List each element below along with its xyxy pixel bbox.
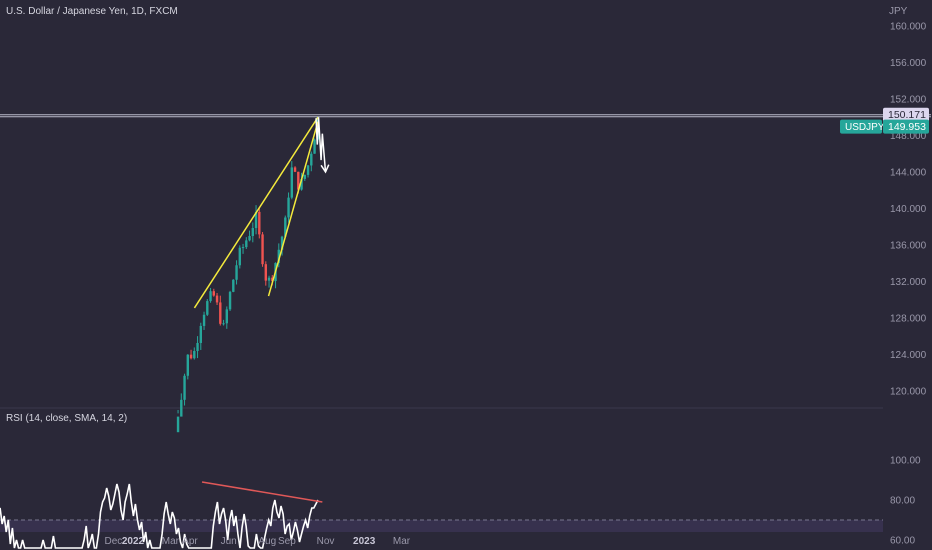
candle-body-5 xyxy=(189,354,193,359)
candle-body-26 xyxy=(258,211,261,235)
high-price-tag xyxy=(883,107,929,122)
axis-currency-unit: JPY xyxy=(889,6,908,17)
candle-body-38 xyxy=(297,171,300,190)
candle-body-22 xyxy=(245,240,248,248)
candle-body-21 xyxy=(241,247,245,249)
candle-body-23 xyxy=(248,236,251,241)
candle-body-11 xyxy=(209,291,212,302)
price-tick-label-6: 136.000 xyxy=(890,241,927,252)
candle-body-25 xyxy=(254,211,258,229)
candle-body-6 xyxy=(193,350,196,359)
projection-arrowhead xyxy=(320,164,330,174)
time-tick-label-5: Aug xyxy=(258,536,276,547)
rsi-indicator-label[interactable]: RSI (14, close, SMA, 14, 2) xyxy=(6,413,128,424)
rsi-line xyxy=(0,483,319,549)
time-tick-label-8: 2023 xyxy=(353,536,376,547)
price-tick-label-7: 132.000 xyxy=(890,277,927,288)
chart-title: U.S. Dollar / Japanese Yen, 1D, FXCM xyxy=(6,6,178,17)
time-tick-label-6: Sep xyxy=(278,536,296,547)
candle-body-19 xyxy=(235,265,238,280)
time-tick-label-9: Mar xyxy=(393,536,411,547)
candle-body-4 xyxy=(186,354,189,376)
candle-body-2 xyxy=(180,399,183,417)
time-tick-label-4: Jun xyxy=(221,536,237,547)
rsi-band xyxy=(0,520,883,532)
price-tick-label-10: 120.000 xyxy=(890,387,927,398)
trendline-upper xyxy=(193,116,319,309)
candle-body-34 xyxy=(284,217,287,237)
candle-body-39 xyxy=(300,178,303,190)
rsi-tick-label-2: 60.00 xyxy=(890,536,915,547)
time-tick-label-2: Mar xyxy=(162,536,180,547)
candle-body-1 xyxy=(176,416,180,433)
rsi-tick-label-1: 80.00 xyxy=(890,496,915,507)
candle-body-33 xyxy=(280,236,284,250)
price-tick-label-5: 140.000 xyxy=(890,204,927,215)
candle-body-15 xyxy=(222,323,225,325)
time-tick-label-0: Dec xyxy=(104,536,122,547)
last-price-tag-label: 149.953 xyxy=(888,121,926,133)
candle-body-30 xyxy=(271,277,274,282)
candle-body-37 xyxy=(293,167,297,172)
candle-body-3 xyxy=(183,375,186,400)
price-tick-label-9: 124.000 xyxy=(890,350,927,361)
candle-body-7 xyxy=(196,342,199,351)
candle-body-16 xyxy=(225,309,228,324)
symbol-tag-label: USDJPY xyxy=(845,122,885,133)
price-tick-label-1: 156.000 xyxy=(890,58,927,69)
candle-body-27 xyxy=(261,234,264,265)
candle-body-43 xyxy=(313,139,316,154)
candle-body-18 xyxy=(232,279,235,292)
candle-body-14 xyxy=(219,302,222,324)
candle-body-12 xyxy=(212,291,215,296)
candle-body-10 xyxy=(206,301,209,315)
price-tick-label-8: 128.000 xyxy=(890,314,927,325)
symbol-tag xyxy=(840,119,882,134)
high-price-tag-label: 150.171 xyxy=(888,109,926,121)
candle-body-40 xyxy=(303,174,306,179)
rsi-divergence-line xyxy=(201,481,323,503)
price-tick-label-4: 144.000 xyxy=(890,168,927,179)
price-tick-label-3: 148.000 xyxy=(890,131,927,142)
candle-body-35 xyxy=(287,197,290,218)
candle-body-24 xyxy=(251,228,254,237)
time-tick-label-3: Apr xyxy=(182,536,198,547)
candle-body-13 xyxy=(215,295,219,303)
candle-body-29 xyxy=(267,277,271,281)
rsi-tick-label-0: 100.00 xyxy=(890,456,921,467)
candle-body-20 xyxy=(238,247,241,266)
time-tick-label-1: 2022 xyxy=(122,536,145,547)
candle-body-9 xyxy=(202,314,206,326)
candle-body-32 xyxy=(277,249,280,263)
trendline-lower xyxy=(267,121,319,297)
candle-body-41 xyxy=(306,165,310,175)
price-tick-label-0: 160.000 xyxy=(890,22,927,33)
candle-body-36 xyxy=(290,167,293,198)
candle-body-8 xyxy=(199,325,202,343)
price-tick-label-2: 152.000 xyxy=(890,95,927,106)
candle-body-28 xyxy=(264,264,267,281)
candle-body-42 xyxy=(310,153,313,166)
candle-body-17 xyxy=(228,291,232,310)
projection-path xyxy=(315,117,327,173)
last-price-tag xyxy=(883,119,929,134)
time-tick-label-7: Nov xyxy=(317,536,335,547)
